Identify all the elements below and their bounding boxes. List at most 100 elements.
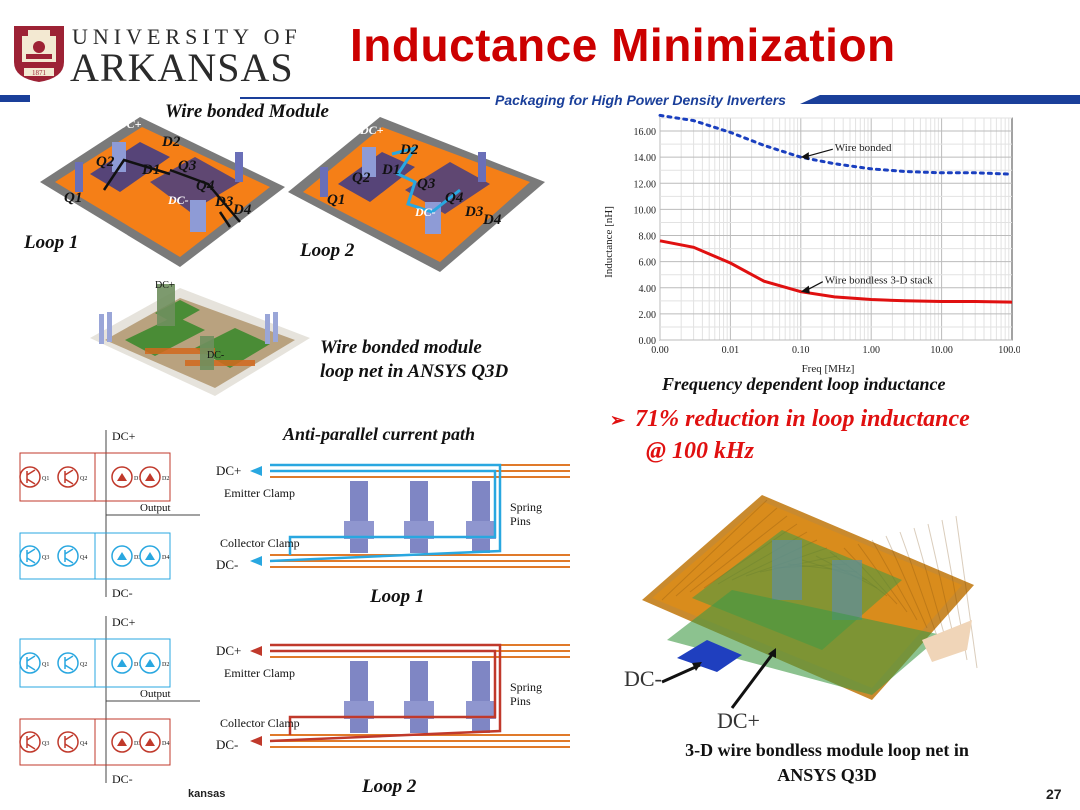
stack-3d-image: DC- DC+ [624,495,978,730]
bullet-arrow-icon: ➢ [610,410,626,430]
chart-x-tick-label: 100.00 [998,345,1020,356]
spring-pin [350,661,368,733]
university-name-top: UNIVERSITY OF [72,24,302,49]
chart-x-tick-label: 10.00 [930,345,953,356]
stack-caption-line2: ANSYS Q3D [777,765,877,785]
current-path-dcminus-label: DC- [216,737,238,752]
module1-d4-label: D4 [232,202,252,218]
current-path-caption: Anti-parallel current path [283,424,476,444]
university-name-bottom: ARKANSAS [70,45,294,90]
module-loop2-image [288,117,545,272]
spring-pin [410,481,428,553]
current-path-loop2: DC+ Emitter Clamp Collector Clamp DC- Spring… [216,643,570,752]
device-label: D1 [134,476,141,482]
schematic-dcminus-label: DC- [112,586,133,600]
chart-x-tick-label: 1.00 [862,345,880,356]
device-label: D4 [162,741,169,747]
spring-pin [410,661,428,733]
chart-y-axis-label: Inductance [nH] [603,206,615,278]
schematic-loop1: DC+ Q1 Q2 D1 D2 Output Q3 Q4 D3 D4 DC- [19,429,200,600]
current-path-dcplus-label: DC+ [216,643,241,658]
device-label: Q4 [80,741,87,747]
inductance-chart: 0.00 0.01 0.10 1.00 10.00 100.00 0.00 2.00 4.00 6… [603,113,1020,375]
module1-q3-label: Q3 [178,158,197,174]
current-path-dcplus-label: DC+ [216,463,241,478]
device-symbol [19,545,41,567]
module1-d2-label: D2 [161,134,181,150]
chart-x-tick-label: 0.01 [722,345,740,356]
module1-q4-label: Q4 [196,178,215,194]
stack-caption-line1: 3-D wire bondless module loop net in [685,740,969,760]
schematic-dcplus-label: DC+ [112,615,136,629]
module1-dcplus-label: DC+ [117,117,142,131]
device-symbol [57,731,79,753]
module2-q2-label: Q2 [352,170,371,186]
spring-pin [472,481,490,553]
collector-clamp-label: Collector Clamp [220,536,300,550]
annotation-wire-bondless: Wire bondless 3-D stack [825,275,934,287]
emitter-clamp-label: Emitter Clamp [224,666,295,680]
stack-3d-caption: 3-D wire bondless module loop net in ANS… [622,738,1032,788]
header-band [0,95,1080,104]
loop1-bottom-label: Loop 1 [370,586,425,607]
module2-d1-label: D1 [381,162,400,178]
spring-pins-label: Spring [510,680,542,694]
loop1-top-label: Loop 1 [24,232,79,253]
current-loop-path [270,469,497,555]
module2-d4-label: D4 [482,212,502,228]
footer-text: kansas [188,788,226,800]
chart-x-tick-label: 0.10 [792,345,810,356]
schematic-output-label: Output [140,502,171,514]
device-label: Q4 [80,555,87,561]
device-label: Q3 [42,741,49,747]
chart-y-tick-label: 6.00 [639,258,657,269]
stack-dcplus-label: DC+ [717,708,760,730]
spring-pins-label-2: Pins [510,514,531,528]
module-loop1-image [40,117,285,267]
chart-y-tick-label: 10.00 [634,205,657,216]
device-label: Q1 [42,662,49,668]
current-path-dcminus-label: DC- [216,557,238,572]
page-number: 27 [1046,786,1062,802]
device-label: Q1 [42,476,49,482]
q3d-caption-line1: Wire bonded module [320,337,482,358]
device-label: D4 [162,555,169,561]
spring-pins-label: Spring [510,500,542,514]
module1-d3-label: D3 [214,194,234,210]
q3d-dcminus-label: DC- [207,350,224,361]
module2-q3-label: Q3 [417,176,436,192]
device-label: Q2 [80,662,87,668]
module1-dcminus-label: DC- [167,193,189,207]
chart-series-line-1 [658,113,1014,176]
loop2-bottom-label: Loop 2 [362,776,417,797]
module2-d2-label: D2 [399,142,419,158]
q3d-caption-line2: loop net in ANSYS Q3D [320,361,509,382]
device-label: Q3 [42,555,49,561]
device-symbol [57,466,79,488]
result-line2: @ 100 kHz [646,438,754,464]
chart-y-tick-label: 4.00 [639,284,657,295]
device-label: D1 [134,662,141,668]
seal-year: 1871 [32,69,47,77]
chart-y-tick-label: 12.00 [634,179,657,190]
module2-q1-label: Q1 [327,192,345,208]
module1-q2-label: Q2 [96,154,115,170]
device-symbol [19,466,41,488]
module1-q1-label: Q1 [64,190,82,206]
module2-dcminus-label: DC- [414,205,436,219]
spring-pin [350,481,368,553]
device-label: D2 [162,662,169,668]
wire-bonded-module-caption: Wire bonded Module [165,101,329,122]
q3d-dcplus-label: DC+ [155,280,175,291]
current-loop-path [270,649,497,735]
spring-pin [472,661,490,733]
device-label: D2 [162,476,169,482]
device-label: D3 [134,555,141,561]
chart-y-tick-label: 2.00 [639,310,657,321]
page-title: Inductance Minimization [350,19,896,71]
schematic-loop2: DC+ Q1 Q2 D1 D2 Output Q3 Q4 D3 D4 DC- [19,615,200,786]
module2-d3-label: D3 [464,204,484,220]
schematic-dcminus-label: DC- [112,772,133,786]
annotation-wire-bonded: Wire bonded [835,142,892,154]
university-seal-icon: 1871 [14,26,64,82]
